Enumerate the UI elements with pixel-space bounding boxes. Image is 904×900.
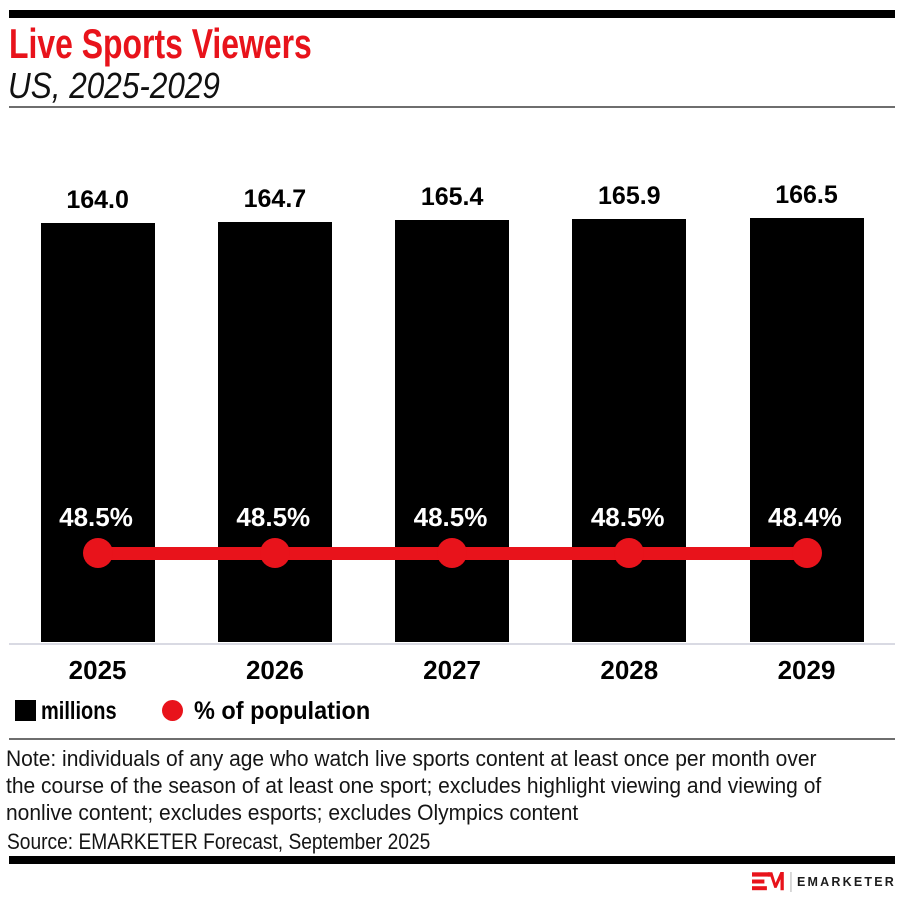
svg-text:EMARKETER: EMARKETER: [797, 875, 895, 889]
